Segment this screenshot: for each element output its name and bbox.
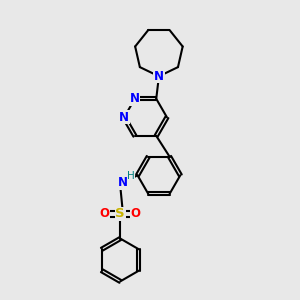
Text: N: N <box>154 70 164 83</box>
Text: O: O <box>131 207 141 220</box>
Text: N: N <box>119 111 129 124</box>
Text: O: O <box>100 207 110 220</box>
Text: S: S <box>116 207 125 220</box>
Text: N: N <box>130 92 140 105</box>
Text: H: H <box>127 171 135 181</box>
Text: N: N <box>118 176 128 189</box>
